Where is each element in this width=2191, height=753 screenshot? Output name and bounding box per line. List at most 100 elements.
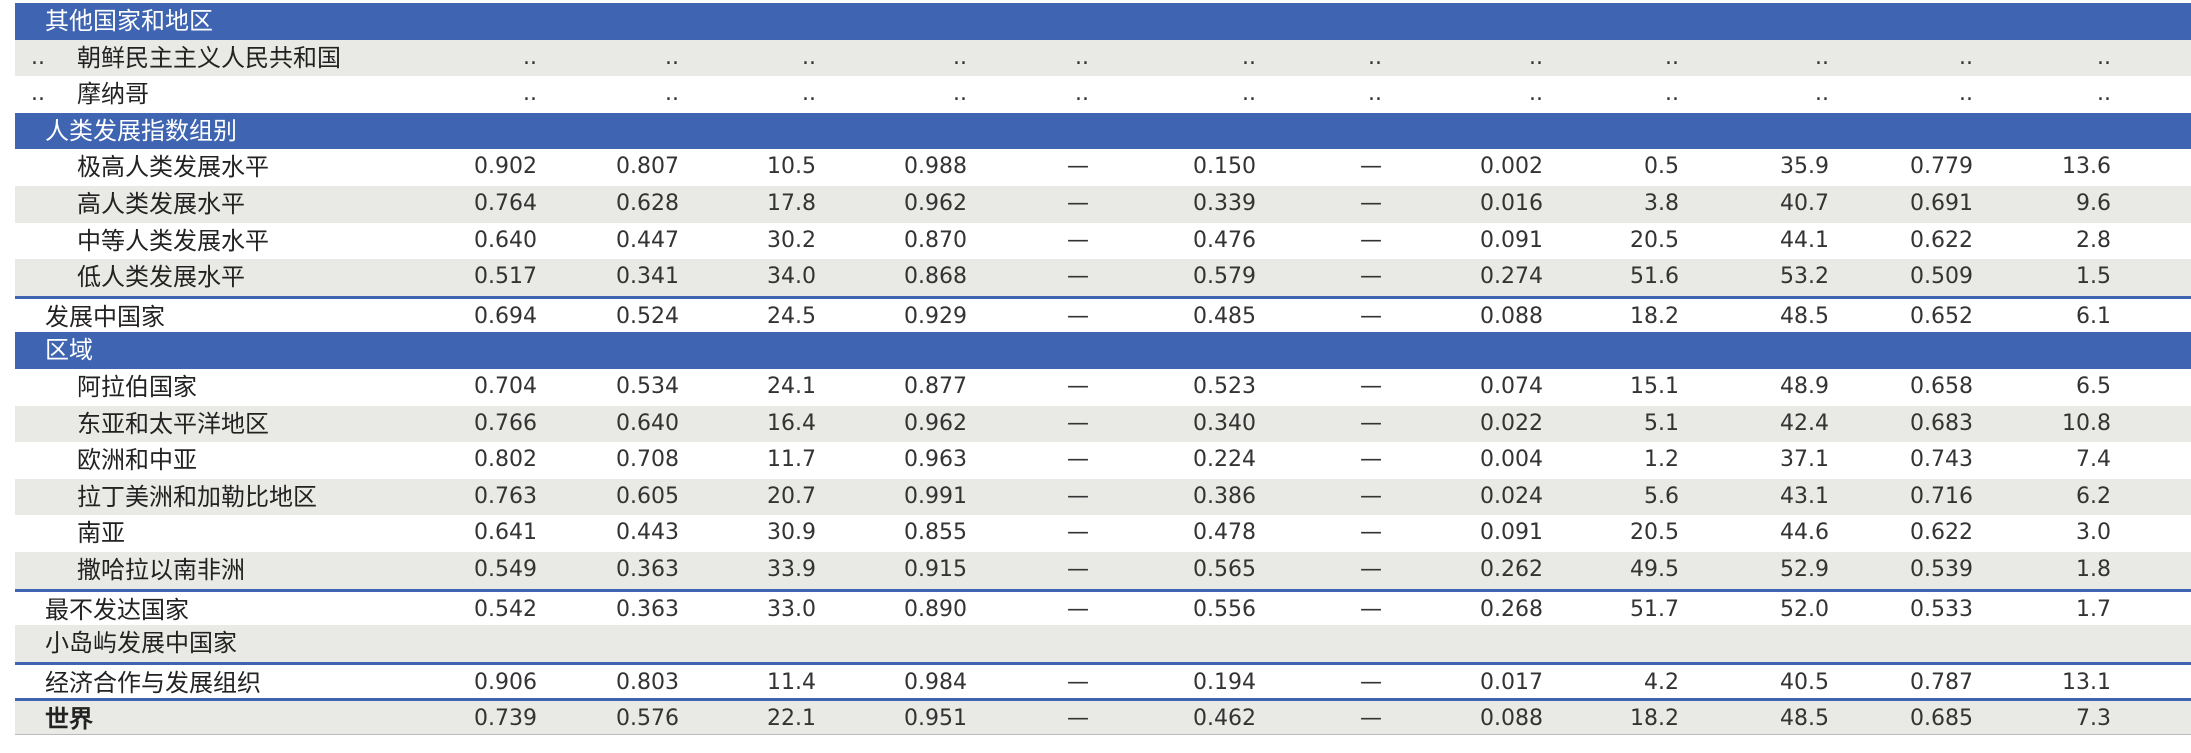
table-row: 低人类发展水平 0.517 0.341 34.0 0.868 — 0.579 — 0.274 51… — [15, 259, 2191, 296]
cell-value: 0.5 — [1644, 154, 1679, 180]
row-label: 高人类发展水平 — [77, 190, 245, 218]
cell-value: — — [1067, 596, 1089, 622]
cell-value: .. — [1959, 81, 1973, 107]
row-label: 欧洲和中亚 — [77, 446, 197, 475]
cell-value: 20.5 — [1630, 227, 1679, 253]
table-row: 高人类发展水平 0.764 0.628 17.8 0.962 — 0.339 — 0.016 3.… — [15, 186, 2191, 223]
cell-value: 0.523 — [1193, 374, 1256, 399]
cell-value: 0.024 — [1480, 483, 1543, 509]
row-label: 低人类发展水平 — [77, 263, 245, 292]
cell-value: 0.565 — [1193, 557, 1256, 582]
cell-value: 13.1 — [2062, 669, 2111, 695]
row-label: 小岛屿发展中国家 — [45, 629, 237, 658]
cell-value: 0.763 — [474, 483, 537, 509]
cell-value: 43.1 — [1780, 483, 1829, 509]
cell-value: 0.004 — [1480, 447, 1543, 473]
cell-value: 0.855 — [904, 520, 967, 546]
cell-value: 0.683 — [1910, 410, 1973, 436]
cell-value: 30.2 — [767, 227, 816, 253]
cell-value: 3.8 — [1644, 191, 1679, 216]
cell-value: 0.074 — [1480, 374, 1543, 399]
cell-value: 0.991 — [904, 483, 967, 509]
cell-value: — — [1360, 520, 1382, 546]
cell-value: — — [1360, 374, 1382, 399]
cell-value: 16.4 — [767, 410, 816, 436]
cell-value: .. — [523, 81, 537, 107]
cell-value: .. — [953, 81, 967, 107]
row-label: 世界 — [45, 705, 93, 734]
cell-value: 6.1 — [2076, 303, 2111, 329]
table-row: 最不发达国家 0.542 0.363 33.0 0.890 — 0.556 — 0.268 51.… — [15, 588, 2191, 626]
row-label: 朝鲜民主主义人民共和国 — [77, 43, 341, 72]
cell-value: — — [1067, 706, 1089, 732]
cell-value: 0.802 — [474, 447, 537, 473]
cell-value: .. — [1368, 44, 1382, 70]
cell-value: — — [1067, 520, 1089, 546]
cell-value: 0.640 — [616, 410, 679, 436]
cell-value: 5.6 — [1644, 483, 1679, 509]
cell-value: 0.951 — [904, 706, 967, 732]
cell-value: 0.091 — [1480, 520, 1543, 546]
cell-value: — — [1067, 557, 1089, 582]
cell-value: 9.6 — [2076, 191, 2111, 216]
row-label: 其他国家和地区 — [45, 7, 213, 35]
cell-value: 0.779 — [1910, 154, 1973, 180]
cell-value: 0.915 — [904, 557, 967, 582]
table-row: 区域 — [15, 332, 2191, 369]
cell-value: 0.017 — [1480, 669, 1543, 695]
cell-value: .. — [953, 44, 967, 70]
cell-value: 0.363 — [616, 596, 679, 622]
cell-value: 0.556 — [1193, 596, 1256, 622]
cell-value: — — [1360, 154, 1382, 180]
table-row: 撒哈拉以南非洲 0.549 0.363 33.9 0.915 — 0.565 — 0.262 49… — [15, 552, 2191, 589]
cell-value: 0.524 — [616, 303, 679, 329]
cell-value: 49.5 — [1630, 557, 1679, 582]
row-label: 东亚和太平洋地区 — [77, 409, 269, 438]
cell-value: .. — [1075, 44, 1089, 70]
table-row: .. 朝鲜民主主义人民共和国........................ — [15, 39, 2191, 77]
cell-value: 3.0 — [2076, 520, 2111, 546]
cell-value: 51.7 — [1630, 596, 1679, 622]
cell-value: 20.5 — [1630, 520, 1679, 546]
cell-value: — — [1067, 374, 1089, 399]
cell-value: 0.262 — [1480, 557, 1543, 582]
cell-value: — — [1067, 303, 1089, 329]
table-row: 人类发展指数组别 — [15, 112, 2191, 150]
cell-value: 0.628 — [616, 191, 679, 216]
cell-value: 0.708 — [616, 447, 679, 473]
cell-value: 0.988 — [904, 154, 967, 180]
cell-value: 51.6 — [1630, 264, 1679, 290]
cell-value: 0.549 — [474, 557, 537, 582]
cell-value: 42.4 — [1780, 410, 1829, 436]
cell-value: — — [1360, 447, 1382, 473]
cell-value: .. — [1529, 81, 1543, 107]
cell-value: 0.962 — [904, 191, 967, 216]
cell-value: — — [1360, 191, 1382, 216]
cell-value: 0.622 — [1910, 227, 1973, 253]
cell-value: — — [1067, 154, 1089, 180]
row-label: 区域 — [45, 336, 93, 365]
cell-value: 2.8 — [2076, 227, 2111, 253]
cell-value: 0.576 — [616, 706, 679, 732]
table-row: 南亚 0.641 0.443 30.9 0.855 — 0.478 — 0.091 20.5 44.… — [15, 515, 2191, 552]
table-row: 经济合作与发展组织 0.906 0.803 11.4 0.984 — 0.194 — 0.017… — [15, 661, 2191, 699]
cell-value: 0.517 — [474, 264, 537, 290]
cell-value: 0.929 — [904, 303, 967, 329]
cell-value: 22.1 — [767, 706, 816, 732]
cell-value: 52.9 — [1780, 557, 1829, 582]
cell-value: — — [1360, 483, 1382, 509]
cell-value: 24.5 — [767, 303, 816, 329]
cell-value: 0.150 — [1193, 154, 1256, 180]
cell-value: 0.443 — [616, 520, 679, 546]
row-prefix: .. — [31, 81, 45, 107]
cell-value: 0.224 — [1193, 447, 1256, 473]
cell-value: .. — [1242, 44, 1256, 70]
table-row: 小岛屿发展中国家 — [15, 625, 2191, 662]
cell-value: 33.9 — [767, 557, 816, 582]
cell-value: 0.658 — [1910, 374, 1973, 399]
cell-value: 0.088 — [1480, 706, 1543, 732]
cell-value: 7.4 — [2076, 447, 2111, 473]
cell-value: 35.9 — [1780, 154, 1829, 180]
cell-value: .. — [1368, 81, 1382, 107]
cell-value: — — [1360, 706, 1382, 732]
